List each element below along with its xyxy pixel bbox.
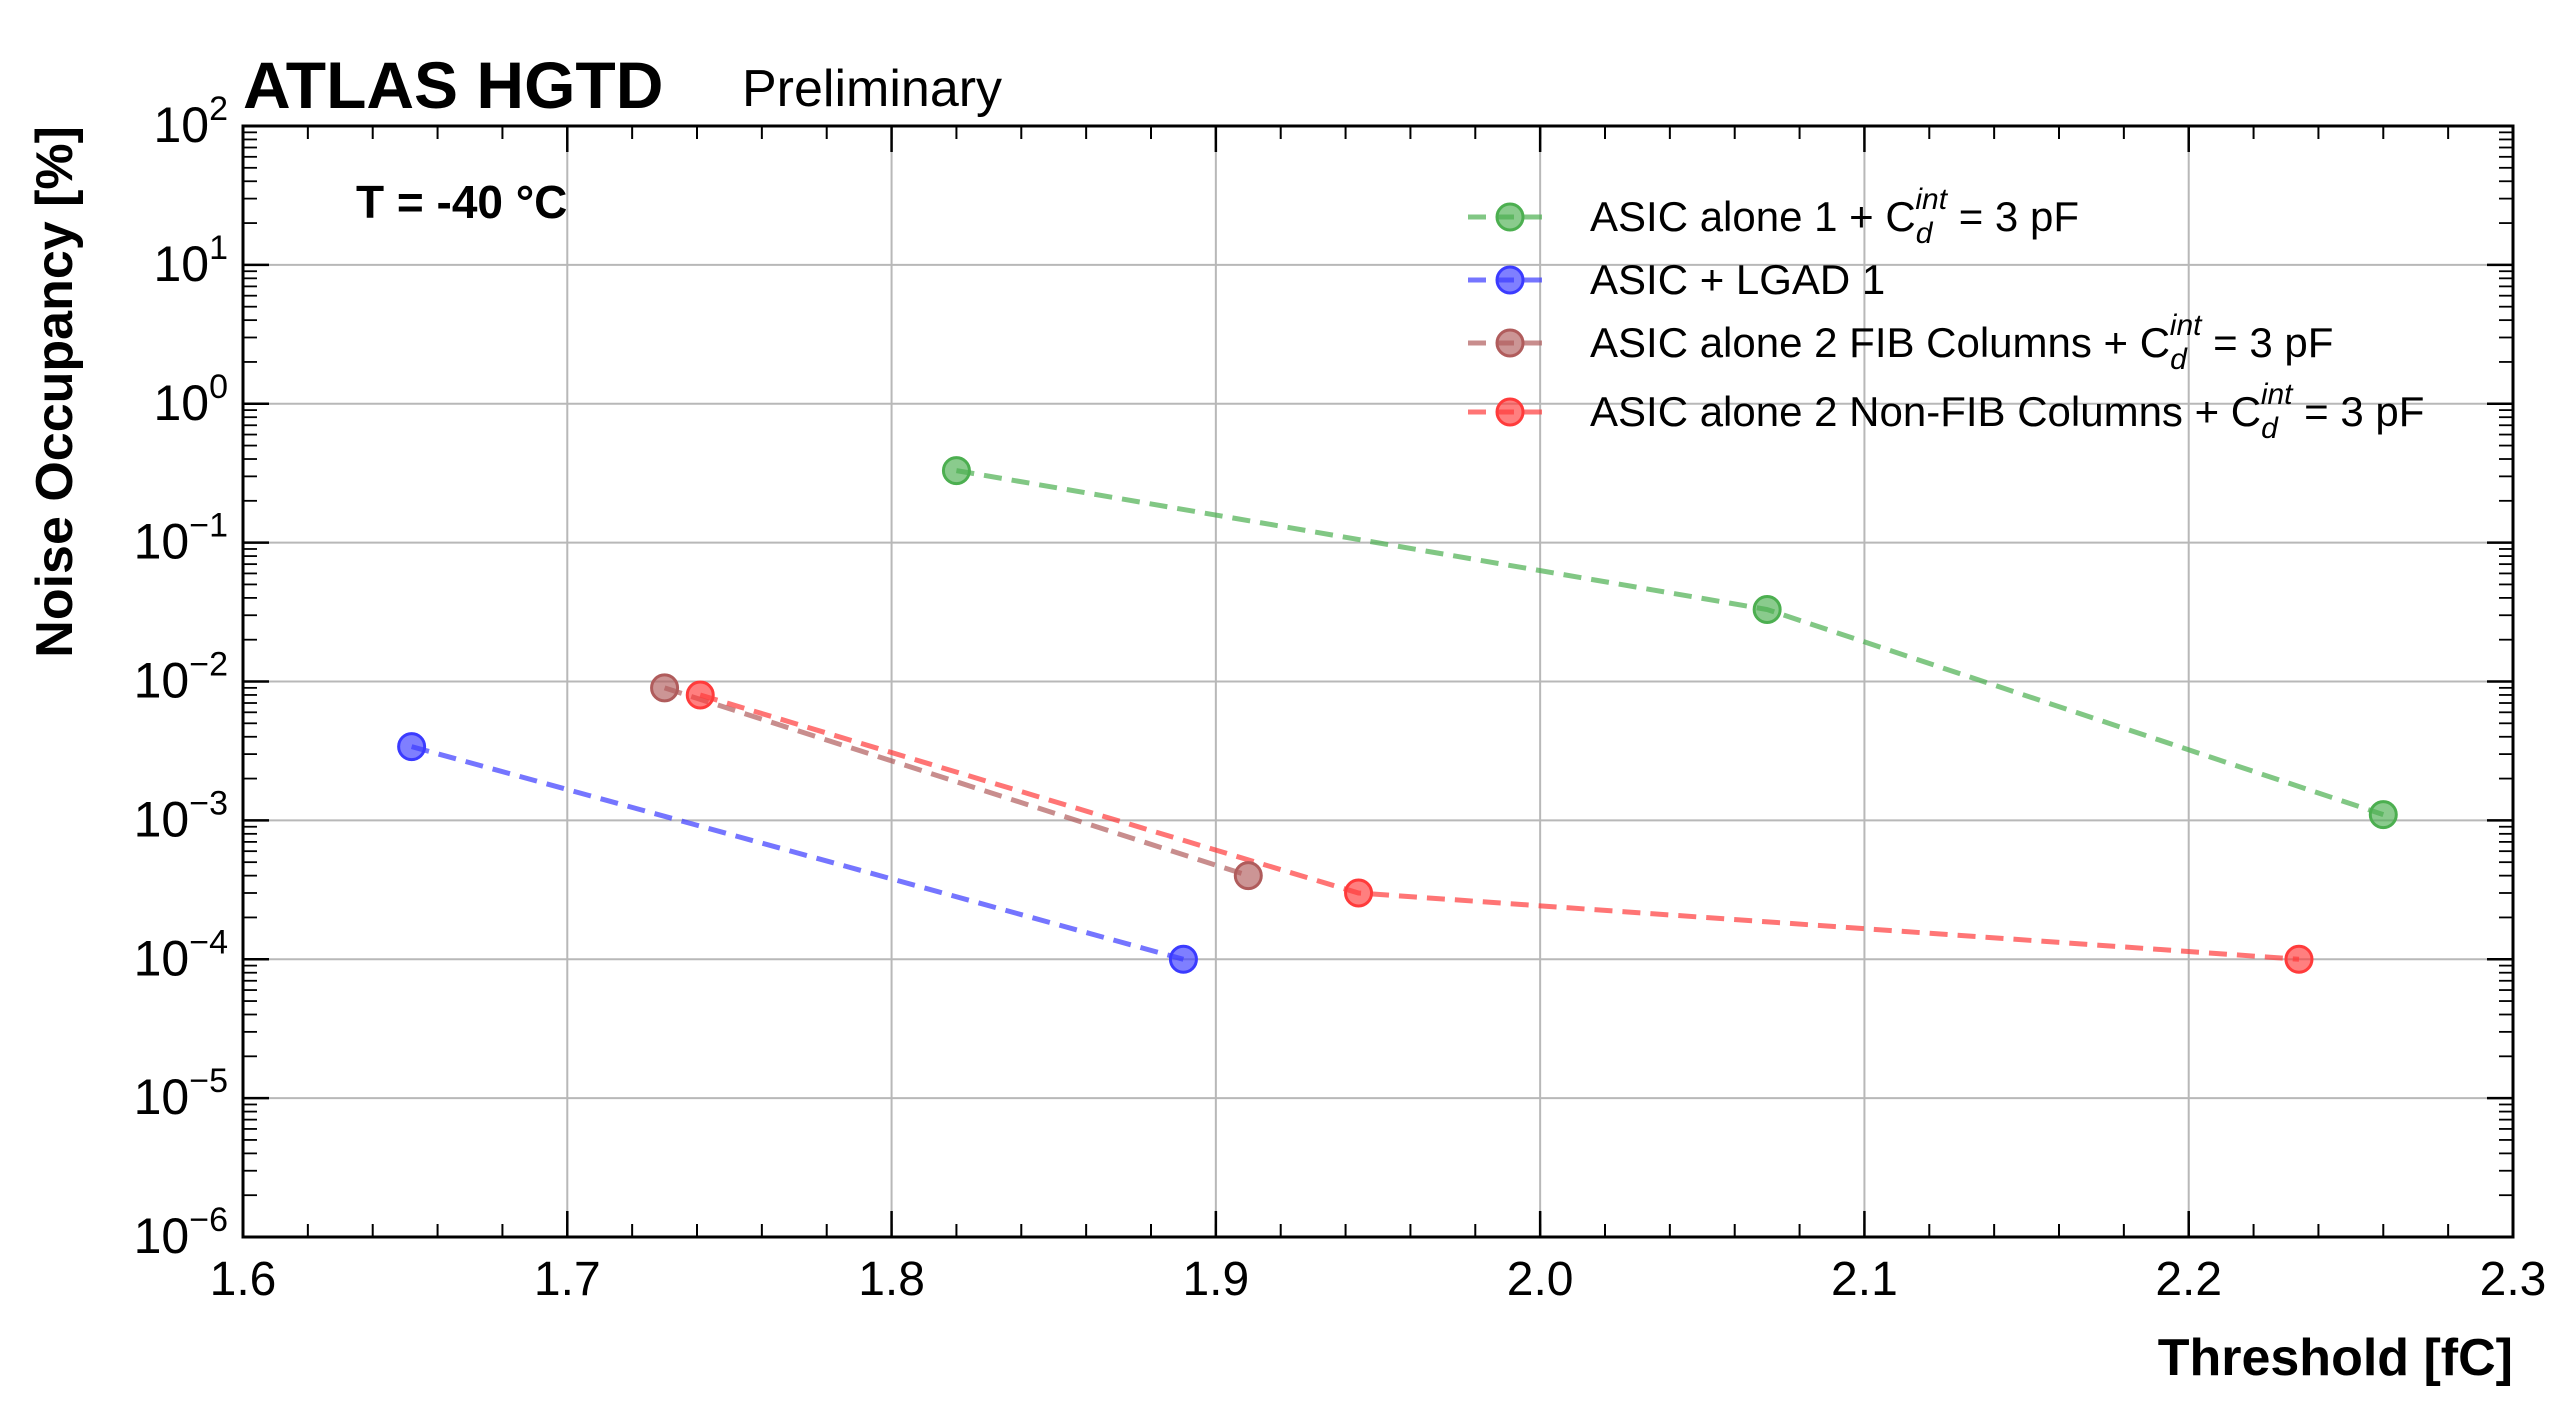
legend-marker-4 <box>1495 397 1525 427</box>
legend-label-text: ASIC + LGAD 1 <box>1590 256 1885 303</box>
x-tick-label: 2.1 <box>1831 1253 1898 1306</box>
y-tick-base: 10 <box>153 97 209 153</box>
legend-label-3: ASIC alone 2 FIB Columns + Cdint = 3 pF <box>1590 309 2333 376</box>
legend-label-text: ASIC alone 2 Non-FIB Columns + C <box>1590 388 2261 435</box>
data-point-series-4 <box>685 680 715 710</box>
data-point-series-1 <box>1752 594 1782 624</box>
y-tick-exponent: −3 <box>189 784 228 822</box>
series-points <box>397 456 2398 974</box>
data-point-series-1 <box>941 456 971 486</box>
legend-label-text: ASIC alone 1 + C <box>1590 193 1916 240</box>
x-tick-label: 1.9 <box>1182 1253 1249 1306</box>
legend-marker-3 <box>1495 328 1525 358</box>
data-point-series-4 <box>1344 878 1374 908</box>
y-tick-base: 10 <box>134 653 190 709</box>
x-tick-labels: 1.6 1.7 1.8 1.9 2.0 2.1 2.2 2.3 <box>210 1253 2547 1306</box>
legend-label-superscript: int <box>2261 378 2294 411</box>
x-tick-label: 1.7 <box>534 1253 601 1306</box>
y-tick-label: 102 <box>153 90 228 153</box>
y-tick-exponent: 1 <box>209 229 228 267</box>
temperature-annotation: T = -40 °C <box>356 176 567 228</box>
y-tick-exponent: −1 <box>189 507 228 545</box>
legend-label-tail: = 3 pF <box>2293 388 2425 435</box>
data-point-series-2 <box>1168 944 1198 974</box>
y-tick-base: 10 <box>134 514 190 570</box>
y-tick-label: 10−4 <box>134 923 228 986</box>
data-point-series-1 <box>2368 800 2398 830</box>
legend-label-subscript: d <box>2170 343 2188 376</box>
x-tick-label: 2.2 <box>2155 1253 2222 1306</box>
legend-label-subscript: d <box>2261 412 2279 445</box>
y-tick-base: 10 <box>134 1208 190 1264</box>
y-axis-label: Noise Occupancy [%] <box>26 126 84 658</box>
legend-label-text: ASIC alone 2 FIB Columns + C <box>1590 319 2170 366</box>
legend-marker-2 <box>1495 265 1525 295</box>
y-tick-label: 10−5 <box>134 1062 228 1125</box>
x-tick-label: 1.8 <box>858 1253 925 1306</box>
series-line-3 <box>663 685 1250 878</box>
y-tick-label: 10−1 <box>134 507 228 570</box>
experiment-label: ATLAS HGTD <box>243 48 663 122</box>
x-tick-label: 1.6 <box>210 1253 277 1306</box>
x-tick-label: 2.0 <box>1507 1253 1574 1306</box>
legend-label-superscript: int <box>2170 309 2203 342</box>
status-label: Preliminary <box>742 60 1002 118</box>
y-tick-label: 101 <box>153 229 228 292</box>
legend-label-superscript: int <box>1915 183 1948 216</box>
legend-label-1: ASIC alone 1 + Cdint = 3 pF <box>1590 183 2079 250</box>
legend-label-subscript: d <box>1916 217 1934 250</box>
legend-label-tail: = 3 pF <box>1947 193 2079 240</box>
data-point-series-2 <box>397 732 427 762</box>
y-tick-base: 10 <box>134 930 190 986</box>
y-tick-exponent: −4 <box>189 923 228 961</box>
legend-label-tail: = 3 pF <box>2201 319 2333 366</box>
legend-marker-1 <box>1495 202 1525 232</box>
plot-frame <box>241 124 2515 1239</box>
y-tick-exponent: −6 <box>189 1201 228 1239</box>
y-tick-label: 100 <box>153 368 228 431</box>
y-tick-exponent: −2 <box>189 646 228 684</box>
legend-label-2: ASIC + LGAD 1 <box>1590 256 1885 303</box>
y-tick-label: 10−6 <box>134 1201 228 1264</box>
x-axis-label: Threshold [fC] <box>2158 1329 2513 1387</box>
legend-label-4: ASIC alone 2 Non-FIB Columns + Cdint = 3… <box>1590 378 2424 445</box>
y-tick-base: 10 <box>153 236 209 292</box>
y-tick-base: 10 <box>134 1069 190 1125</box>
y-tick-exponent: 2 <box>209 90 228 128</box>
data-point-series-3 <box>1233 861 1263 891</box>
y-tick-base: 10 <box>153 375 209 431</box>
series-line-2 <box>410 744 1185 962</box>
data-point-series-4 <box>2284 944 2314 974</box>
x-tick-label: 2.3 <box>2480 1253 2547 1306</box>
y-tick-exponent: 0 <box>209 368 228 406</box>
y-tick-label: 10−2 <box>134 646 228 709</box>
y-tick-exponent: −5 <box>189 1062 228 1100</box>
data-point-series-3 <box>650 673 680 703</box>
y-tick-base: 10 <box>134 791 190 847</box>
y-tick-label: 10−3 <box>134 784 228 847</box>
